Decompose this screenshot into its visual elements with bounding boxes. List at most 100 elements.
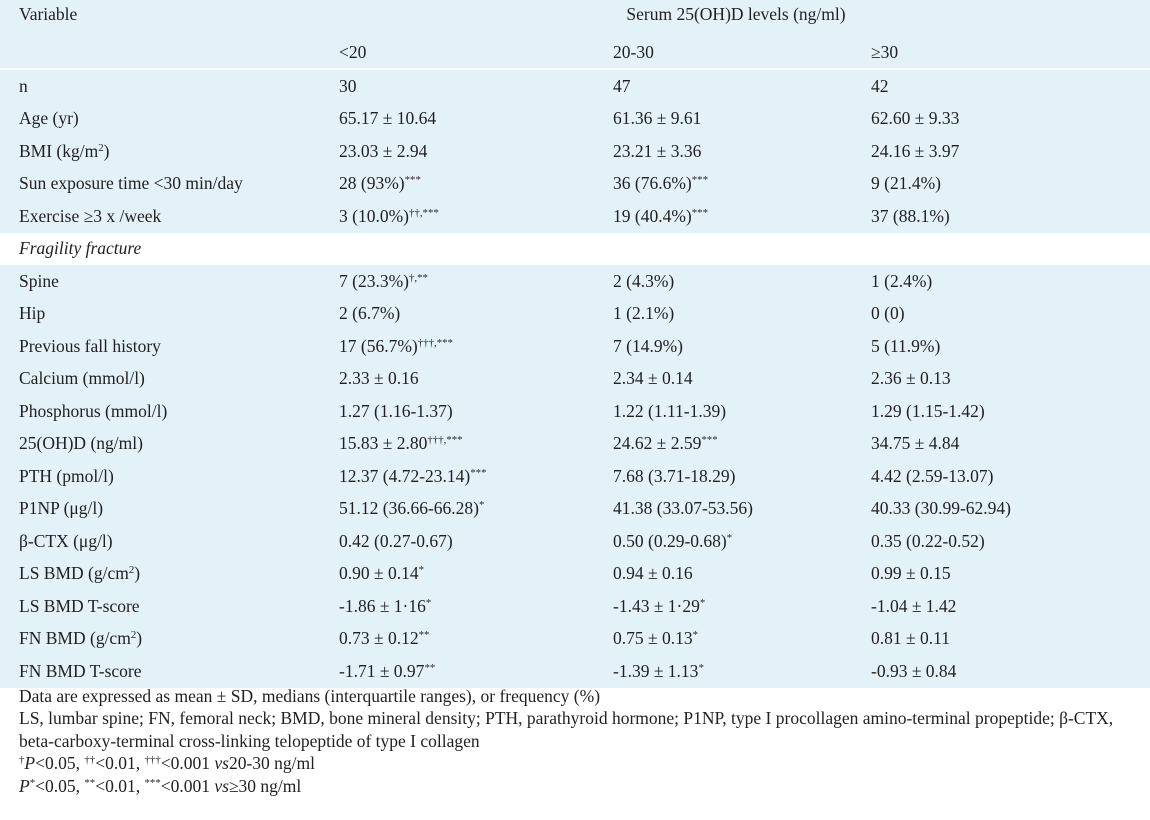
cell-c2: 7 (14.9%) [594,330,852,363]
note-sup: * [29,776,36,789]
cell-value: 7 (23.3%) [339,270,409,291]
cell-value: -1.04 ± 1.42 [871,595,957,616]
cell-value: 51.12 (36.66-66.28) [339,498,479,518]
row-label: FN BMD (g/cm2) [0,622,322,655]
table-row: n 30 47 42 [0,68,1150,103]
cell-c1: -1.71 ± 0.97** [322,655,594,688]
cell-c1: 2.33 ± 0.16 [322,362,594,395]
cell-c1: 0.42 (0.27-0.67) [322,525,594,558]
row-label-text: LS BMD (g/cm [19,563,129,583]
note-text: <0.001 [160,775,215,796]
row-label: Sun exposure time <30 min/day [0,167,322,200]
cell-value: -1.39 ± 1.13 [613,660,699,681]
cell-value: 41.38 (33.07-53.56) [613,498,753,518]
cell-c2: 23.21 ± 3.36 [594,135,852,168]
cell-c2: -1.39 ± 1.13* [594,655,852,688]
cell-value: 24.62 ± 2.59 [613,433,702,453]
cell-value: 0.99 ± 0.15 [871,563,951,583]
note-text: <0.05, [35,753,85,774]
cell-c2: 1.22 (1.11-1.39) [594,395,852,428]
note-text: 20-30 ng/ml [228,753,315,774]
cell-c3: 34.75 ± 4.84 [852,427,1150,460]
cell-c2: 7.68 (3.71-18.29) [594,460,852,493]
cell-value: 5 (11.9%) [871,335,941,356]
row-label: β-CTX (μg/l) [0,525,322,558]
cell-value: 23.21 ± 3.36 [613,140,702,161]
significance-marker: * [418,564,425,577]
table-row: Hip 2 (6.7%) 1 (2.1%) 0 (0) [0,297,1150,330]
row-label: P1NP (μg/l) [0,492,322,525]
note-vs: vs [214,775,229,796]
cell-value: -1.71 ± 0.97 [339,660,425,681]
cell-value: 2 (4.3%) [613,270,675,291]
row-label: Phosphorus (mmol/l) [0,395,322,428]
cell-c2: 1 (2.1%) [594,297,852,330]
note-significance-star: P*<0.05, **<0.01, ***<0.001 vs≥30 ng/ml [19,775,1139,797]
table-row: FN BMD T-score -1.71 ± 0.97** -1.39 ± 1.13… [0,655,1150,688]
cell-value: -1.43 ± 1·29 [613,595,700,616]
significance-marker: * [726,531,733,544]
significance-marker: †††,*** [417,336,453,349]
row-label-text: ) [103,140,110,161]
cell-value: 17 (56.7%) [339,335,418,356]
cell-value: 28 (93%) [339,173,405,193]
cell-c1: 7 (23.3%)†,** [322,265,594,298]
table-notes: Data are expressed as mean ± SD, medians… [19,685,1139,797]
cell-c1: 12.37 (4.72-23.14)*** [322,460,594,493]
table-row: Sun exposure time <30 min/day 28 (93%) ***… [0,167,1150,200]
cell-c2: 2 (4.3%) [594,265,852,298]
header-row-2: <20 20-30 ≥30 [0,37,1150,69]
cell-c3: 0.99 ± 0.15 [852,557,1150,590]
cell-c1: 0.73 ± 0.12** [322,622,594,655]
cell-value: -1.86 ± 1·16 [339,595,426,616]
note-p: P [24,753,36,774]
cell-value: 0.35 (0.22-0.52) [871,530,985,551]
header-col-ge30: ≥30 [852,37,1150,69]
cell-value: 19 (40.4%) [613,205,692,226]
cell-c2: 24.62 ± 2.59*** [594,427,852,460]
section-row: Fragility fracture [0,233,1150,266]
significance-marker: * [699,596,706,609]
significance-marker: †††,*** [427,434,463,447]
significance-marker: *** [691,174,708,187]
significance-marker: ** [418,629,430,642]
significance-marker: * [425,596,432,609]
row-label: LS BMD T-score [0,590,322,623]
row-label: Age (yr) [0,102,322,135]
row-label: BMI (kg/m2) [0,135,322,168]
cell-c3: 37 (88.1%) [852,200,1150,233]
data-table: Variable Serum 25(OH)D levels (ng/ml) <2… [0,0,1150,688]
significance-marker: * [692,629,699,642]
cell-value: 15.83 ± 2.80 [339,433,428,453]
cell-value: 2.34 ± 0.14 [613,368,693,388]
row-label: PTH (pmol/l) [0,460,322,493]
cell-c3: 0.35 (0.22-0.52) [852,525,1150,558]
table-row: 25(OH)D (ng/ml) 15.83 ± 2.80†††,*** 24.62 … [0,427,1150,460]
cell-c3: 42 [852,68,1150,103]
note-text: <0.001 [160,753,215,774]
cell-value: 24.16 ± 3.97 [871,140,960,161]
header-col-20-30: 20-30 [594,37,852,69]
significance-marker: †,** [408,271,428,284]
cell-c2: 2.34 ± 0.14 [594,362,852,395]
cell-c2: 47 [594,68,852,103]
cell-value: 30 [339,75,357,96]
cell-value: 9 (21.4%) [871,173,941,193]
cell-value: 23.03 ± 2.94 [339,140,428,161]
cell-value: 40.33 (30.99-62.94) [871,498,1011,518]
cell-value: 0.81 ± 0.11 [871,628,950,648]
cell-c3: 4.42 (2.59-13.07) [852,460,1150,493]
cell-c1: 3 (10.0%)††,*** [322,200,594,233]
note-p: P [19,775,30,796]
table-row: PTH (pmol/l) 12.37 (4.72-23.14)*** 7.68 (3… [0,460,1150,493]
row-label: Previous fall history [0,330,322,363]
header-variable: Variable [0,0,322,37]
significance-marker: ** [424,661,436,674]
cell-c3: 0 (0) [852,297,1150,330]
table-row: Calcium (mmol/l) 2.33 ± 0.16 2.34 ± 0.14 2.… [0,362,1150,395]
cell-c3: 2.36 ± 0.13 [852,362,1150,395]
cell-value: 0.75 ± 0.13 [613,628,693,648]
row-label-sup: 2 [130,629,137,642]
header-col-lt20: <20 [322,37,594,69]
